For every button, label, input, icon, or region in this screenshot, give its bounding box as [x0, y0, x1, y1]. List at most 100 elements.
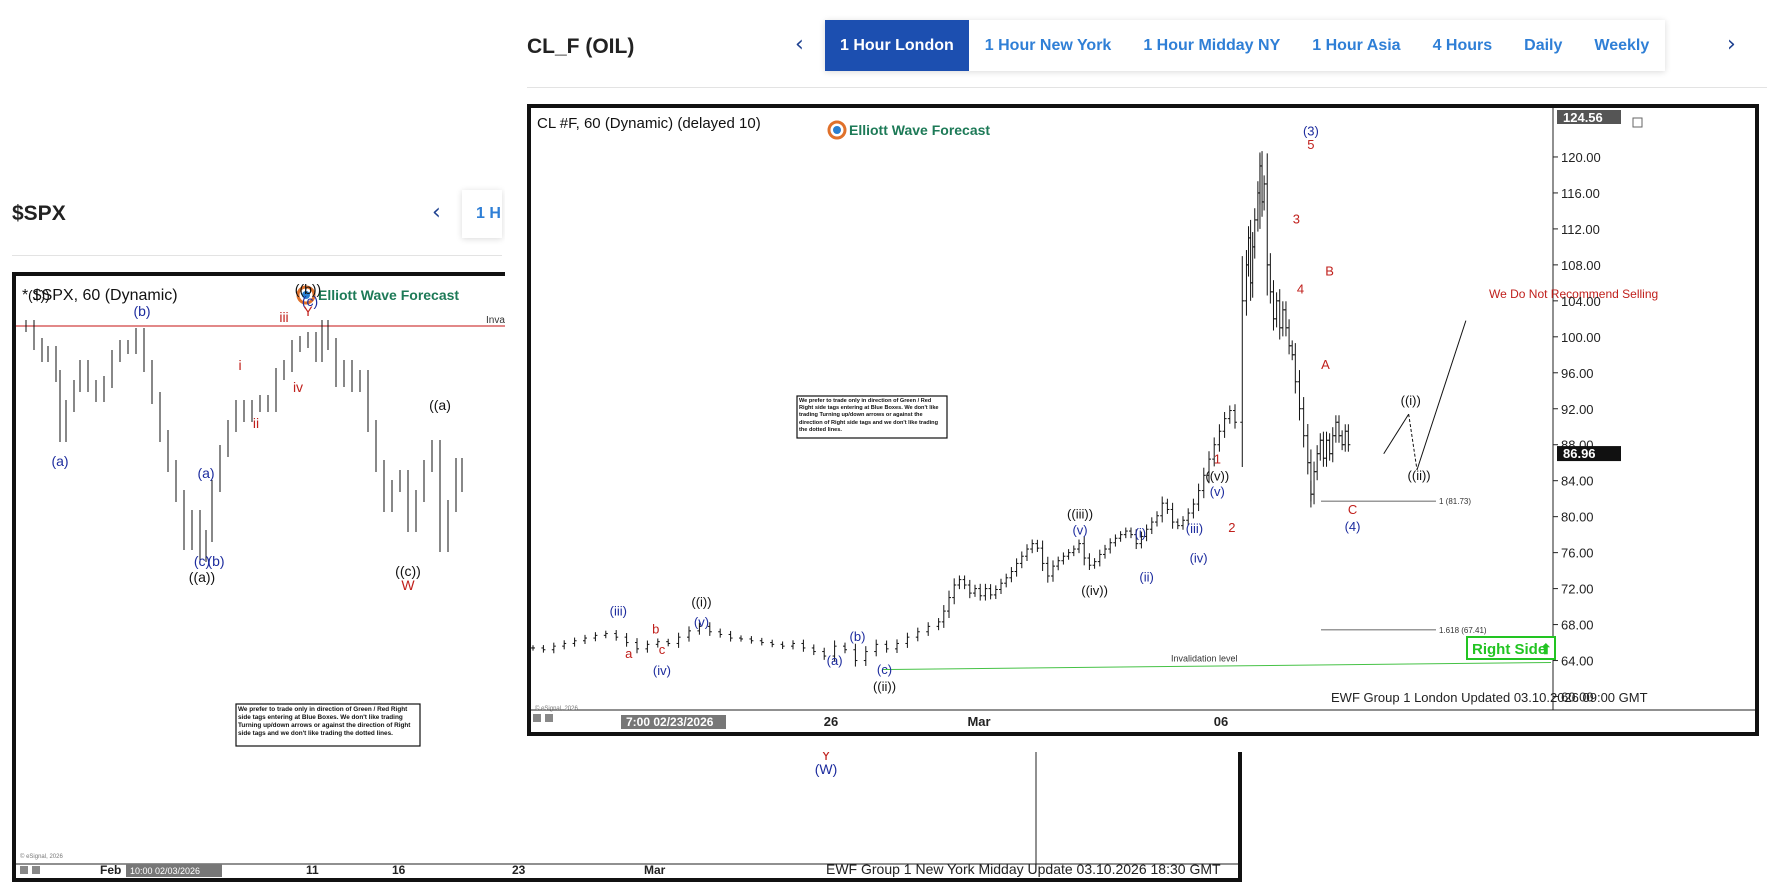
oil-wave-label: B [1325, 264, 1334, 279]
oil-y-tick-label: 108.00 [1561, 258, 1601, 273]
oil-y-tick-label: 80.00 [1561, 510, 1594, 525]
spx-title: $SPX [12, 202, 66, 225]
spx-wave-label: ((c)) [395, 563, 421, 579]
oil-settings-icon [545, 714, 553, 722]
spx-wave-label: (b) [133, 303, 150, 319]
oil-expand-icon[interactable] [1632, 117, 1643, 128]
spx-chart-svg: * $SPX, 60 (Dynamic) Elliott Wave Foreca… [16, 276, 1238, 877]
oil-recommendation: We Do Not Recommend Selling [1489, 287, 1658, 301]
tab-1-hour-new-york[interactable]: 1 Hour New York [984, 36, 1112, 54]
oil-projection-wave-iii [1416, 320, 1467, 471]
spx-x-tick-label: Mar [644, 863, 666, 877]
spx-tabbar: 1 H [462, 190, 502, 238]
oil-wave-label: a [625, 646, 633, 661]
oil-wave-label: A [1321, 357, 1330, 372]
oil-y-tick-label: 72.00 [1561, 582, 1594, 597]
up-arrow-icon: ⬆ [1540, 641, 1552, 657]
oil-x-tick-label: 26 [824, 714, 838, 729]
spx-wave-label: iv [293, 379, 303, 395]
oil-y-tick-label: 96.00 [1561, 366, 1594, 381]
tab-1-hour-asia[interactable]: 1 Hour Asia [1312, 36, 1401, 54]
spx-wave-label: i [238, 357, 241, 373]
tab-1-hour-london[interactable]: 1 Hour London [825, 20, 969, 71]
tab-1-hour-midday-ny[interactable]: 1 Hour Midday NY [1143, 36, 1281, 54]
oil-cursor-time: 7:00 02/23/2026 [626, 715, 714, 729]
oil-wave-label: (c) [877, 662, 892, 677]
spx-cursor-time-box [126, 864, 222, 877]
tab-daily[interactable]: Daily [1524, 36, 1563, 54]
oil-wave-label: 1 [1214, 452, 1221, 467]
oil-wave-label: ((iv)) [1081, 583, 1108, 598]
oil-logo-text: Elliott Wave Forecast [849, 122, 990, 138]
oil-wave-label: C [1348, 502, 1357, 517]
oil-y-tick-label: 76.00 [1561, 546, 1594, 561]
oil-dyn-icon [533, 714, 541, 722]
spx-price-bars [25, 320, 825, 708]
oil-wave-label: ((ii)) [1408, 468, 1431, 483]
oil-invalidation-line [882, 662, 1552, 671]
oil-wave-label: ((v)) [1205, 469, 1229, 484]
oil-y-tick-label: 60.00 [1561, 690, 1594, 705]
spx-x-tick-label: Feb [100, 863, 121, 877]
oil-wave-label: ((i)) [1401, 393, 1421, 408]
spx-wave-label: (1)) [28, 287, 50, 303]
oil-wave-label: ((i)) [691, 595, 711, 610]
oil-current-price-tag [1557, 446, 1621, 462]
oil-projection-wave-i [1383, 413, 1410, 454]
spx-wave-label: (a) [51, 453, 68, 469]
oil-fib-levels: 1 (81.73) 1.618 (67.41) Invalidation level… [882, 497, 1552, 671]
spx-note-text: We prefer to trade only in direction of … [238, 706, 411, 737]
oil-fib-level-label: 1 (81.73) [1439, 497, 1471, 506]
spx-wave-label: ((a) [429, 397, 451, 413]
oil-cursor-time-box [621, 715, 726, 729]
oil-wave-label: (b) [850, 629, 866, 644]
oil-y-tick-label: 84.00 [1561, 474, 1594, 489]
oil-current-price: 86.96 [1563, 446, 1596, 461]
oil-wave-label: (iv) [1190, 551, 1208, 566]
oil-x-tick-label: 06 [1214, 714, 1228, 729]
oil-wave-label: 5 [1307, 137, 1314, 152]
oil-panel: CL_F (OIL) ‹ 1 Hour London 1 Hour New Yo… [505, 0, 1771, 752]
oil-invalidation-label: Invalidation level [1171, 654, 1238, 664]
oil-chart: CL #F, 60 (Dynamic) (delayed 10) Elliott… [527, 104, 1759, 736]
spx-prev-tab-button[interactable]: ‹ [432, 200, 441, 225]
spx-wave-label: (a) [197, 465, 214, 481]
spx-wave-label: ((a)) [189, 569, 215, 585]
tab-4-hours[interactable]: 4 Hours [1432, 36, 1493, 54]
spx-tab-partial[interactable]: 1 H [476, 205, 501, 222]
oil-logo: Elliott Wave Forecast [827, 120, 990, 140]
spx-x-tick-label: 23 [512, 863, 526, 877]
spx-copyright: © eSignal, 2026 [20, 853, 63, 860]
oil-fib-level-label: 1.618 (67.41) [1439, 626, 1487, 635]
spx-wave-label: (c) [302, 293, 318, 309]
oil-y-tick-label: 120.00 [1561, 150, 1601, 165]
oil-wave-label: c [659, 642, 666, 657]
spx-wave-label: (W) [815, 761, 838, 777]
oil-y-tick-label: 100.00 [1561, 330, 1601, 345]
spx-logo-text: Elliott Wave Forecast [318, 287, 459, 303]
tab-weekly[interactable]: Weekly [1594, 36, 1650, 54]
oil-y-tick-label: 68.00 [1561, 618, 1594, 633]
spx-wave-label: ii [253, 415, 259, 431]
oil-top-price-tag [1557, 110, 1621, 124]
spx-chart-label: * $SPX, 60 (Dynamic) [22, 287, 178, 304]
oil-title: CL_F (OIL) [527, 35, 635, 58]
spx-x-tick-label: 11 [306, 863, 319, 877]
oil-prev-tab-button[interactable]: ‹ [795, 32, 804, 57]
spx-logo: Elliott Wave Forecast [296, 285, 459, 305]
spx-wave-label: ((b)) [295, 281, 321, 297]
oil-wave-label: ((ii)) [873, 679, 896, 694]
oil-wave-label: 4 [1297, 282, 1304, 297]
oil-y-tick-label: 112.00 [1561, 222, 1600, 237]
oil-wave-label: (iii) [1186, 521, 1203, 536]
oil-x-tick-label: Mar [967, 714, 990, 729]
oil-wave-label: (4) [1345, 519, 1361, 534]
oil-footer: EWF Group 1 London Updated 03.10.2026 09… [1331, 690, 1648, 705]
oil-wave-label: (a) [827, 653, 843, 668]
spx-x-tick-label: 16 [392, 863, 406, 877]
oil-tabbar: 1 Hour London 1 Hour New York 1 Hour Mid… [825, 20, 1666, 71]
spx-wave-label: iii [279, 309, 288, 325]
oil-next-tab-button[interactable]: › [1727, 32, 1736, 57]
oil-chart-svg: CL #F, 60 (Dynamic) (delayed 10) Elliott… [531, 108, 1755, 729]
spx-note-box: We prefer to trade only in direction of … [235, 703, 421, 747]
